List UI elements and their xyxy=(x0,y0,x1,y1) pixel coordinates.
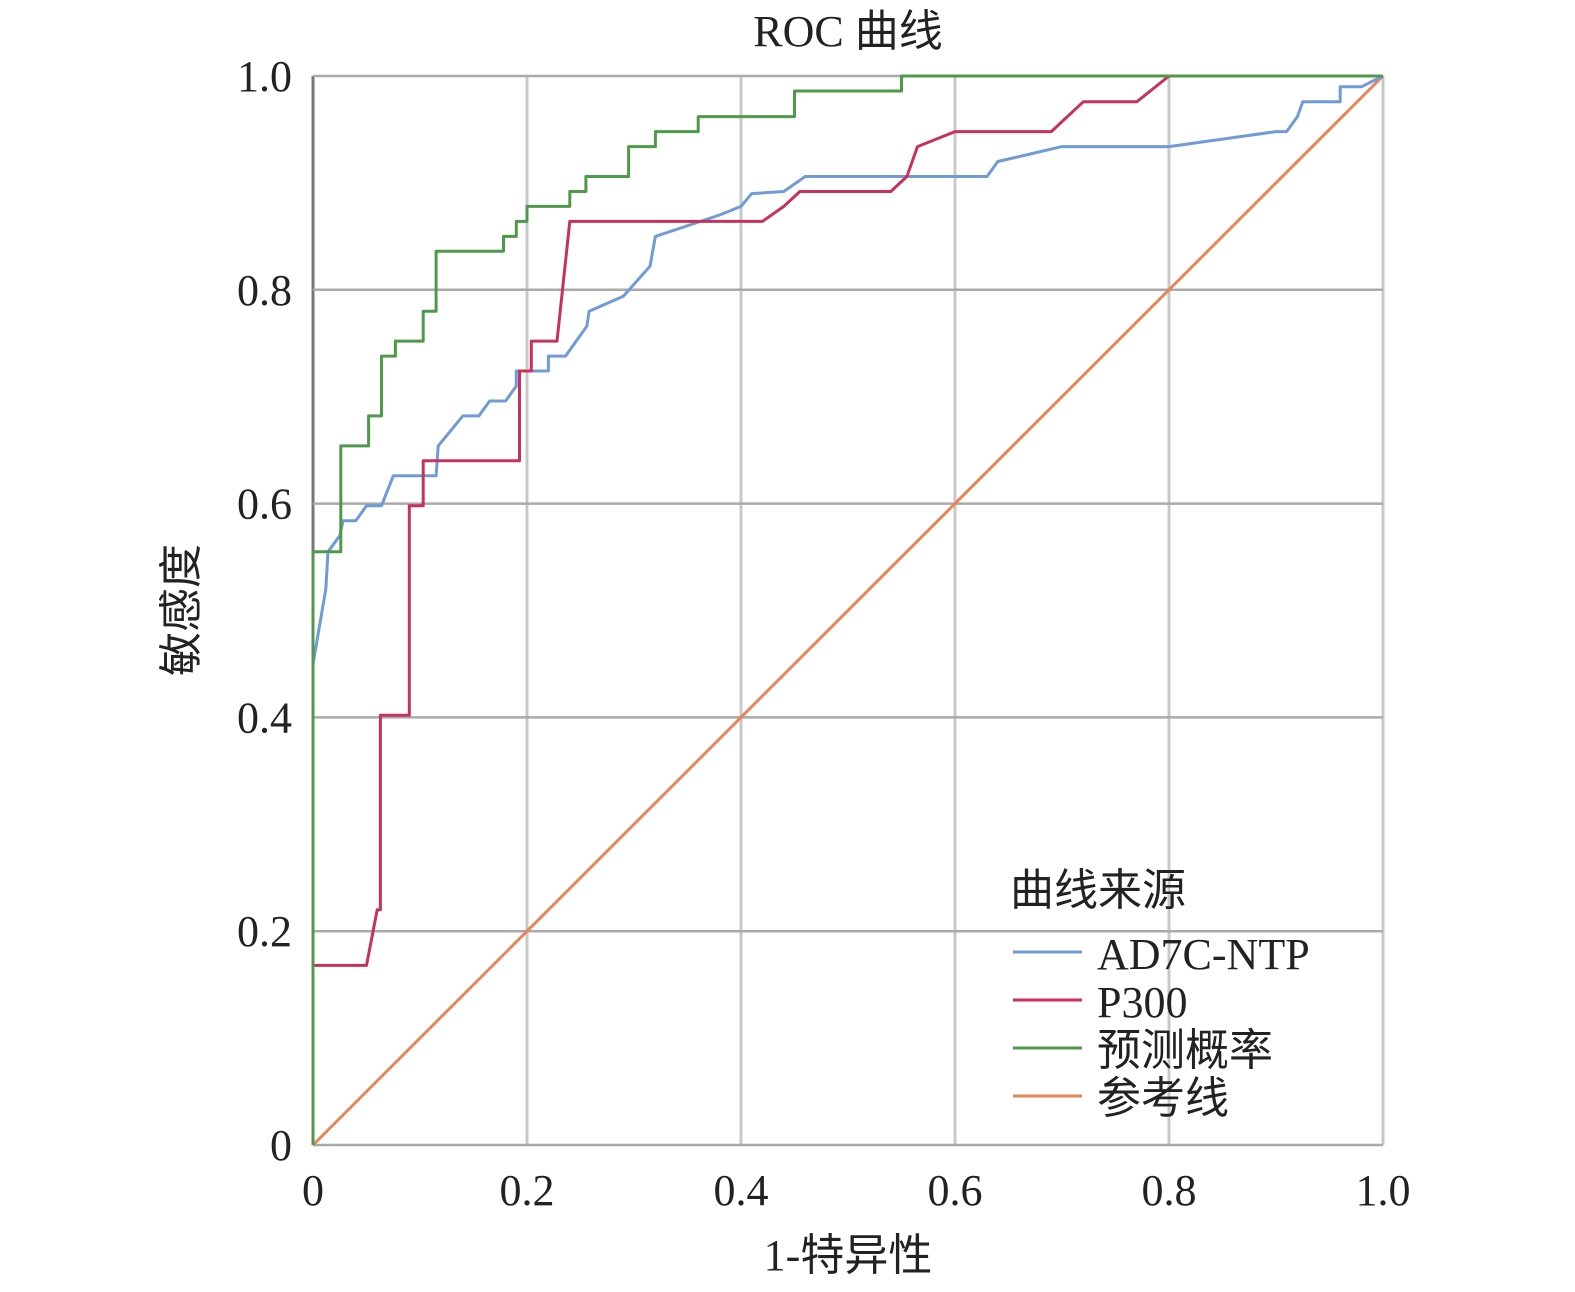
x-axis-label: 1-特异性 xyxy=(764,1231,933,1280)
x-tick-label: 0 xyxy=(302,1166,324,1215)
x-tick-label: 0.6 xyxy=(928,1166,983,1215)
y-tick-label: 0.4 xyxy=(237,693,292,742)
roc-curve-AD7C-NTP xyxy=(311,74,1384,1145)
y-tick-label: 0.2 xyxy=(237,907,292,956)
x-tick-label: 0.2 xyxy=(500,1166,555,1215)
legend-label: P300 xyxy=(1097,978,1187,1027)
chart-title: ROC 曲线 xyxy=(753,7,942,56)
roc-curve-预测概率 xyxy=(311,74,1383,1145)
roc-curve-P300 xyxy=(311,74,1383,1145)
y-tick-label: 1.0 xyxy=(237,52,292,101)
x-tick-label: 0.4 xyxy=(714,1166,769,1215)
legend-label: 预测概率 xyxy=(1097,1026,1273,1075)
y-tick-label: 0.6 xyxy=(237,480,292,529)
legend-label: 参考线 xyxy=(1097,1074,1229,1123)
y-tick-label: 0.8 xyxy=(237,266,292,315)
legend-label: AD7C-NTP xyxy=(1097,930,1310,979)
y-axis-label: 敏感度 xyxy=(157,544,206,676)
x-tick-label: 1.0 xyxy=(1356,1166,1411,1215)
roc-curve-reference xyxy=(311,74,1385,1147)
legend-title: 曲线来源 xyxy=(1010,866,1186,915)
x-tick-label: 0.8 xyxy=(1142,1166,1197,1215)
y-tick-label: 0 xyxy=(270,1121,292,1170)
